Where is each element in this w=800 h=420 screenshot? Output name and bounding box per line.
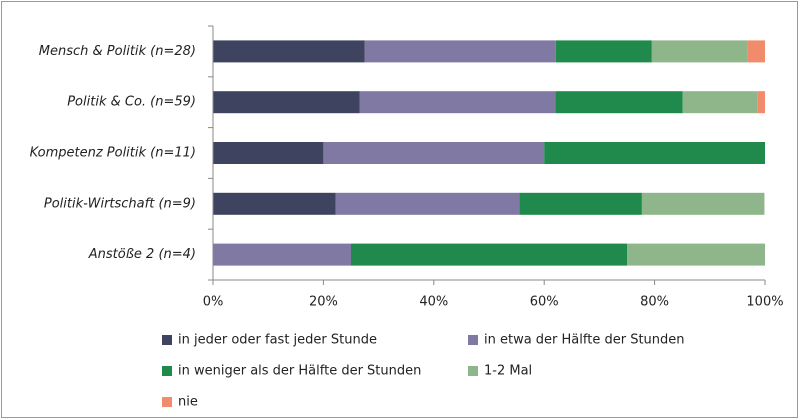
category-label: Politik-Wirtschaft (n=9)	[44, 196, 196, 211]
bar-segment	[213, 192, 336, 215]
bar-segment	[555, 40, 652, 63]
bar-segment	[641, 192, 765, 215]
category-label: Anstöße 2 (n=4)	[88, 247, 196, 262]
bar-segment	[555, 91, 683, 114]
legend-label: in jeder oder fast jeder Stunde	[178, 333, 377, 348]
x-tick-label: 60%	[530, 295, 559, 310]
legend-swatch	[162, 366, 172, 376]
bar-segment	[213, 91, 360, 114]
category-label: Kompetenz Politik (n=11)	[30, 146, 196, 161]
bar-segment	[519, 192, 642, 215]
legend-label: in etwa der Hälfte der Stunden	[484, 333, 685, 348]
legend-swatch	[162, 335, 172, 345]
legend-label: nie	[178, 395, 198, 410]
bar-segment	[351, 243, 627, 266]
legend-swatch	[468, 366, 478, 376]
bar-segment	[335, 192, 520, 215]
bar-segment	[757, 91, 765, 114]
category-label: Politik & Co. (n=59)	[67, 95, 196, 110]
legend-swatch	[468, 335, 478, 345]
x-tick-label: 100%	[746, 295, 783, 310]
bar-segment	[213, 40, 365, 63]
x-tick-label: 20%	[309, 295, 338, 310]
x-tick-label: 80%	[640, 295, 669, 310]
bar-segment	[682, 91, 758, 114]
bar-segment	[364, 40, 556, 63]
bar-segment	[323, 142, 545, 164]
category-label: Mensch & Politik (n=28)	[39, 44, 196, 59]
bar-segment	[651, 40, 748, 63]
bar-segment	[213, 142, 324, 164]
x-tick-label: 0%	[203, 295, 224, 310]
bar-segment	[747, 40, 765, 63]
legend-swatch	[162, 397, 172, 407]
legend-label: 1-2 Mal	[484, 364, 532, 379]
bar-segment	[544, 142, 765, 164]
x-tick-label: 40%	[419, 295, 448, 310]
legend-label: in weniger als der Hälfte der Stunden	[178, 364, 421, 379]
bar-segment	[627, 243, 765, 266]
bar-segment	[359, 91, 556, 114]
bar-segment	[213, 243, 351, 266]
